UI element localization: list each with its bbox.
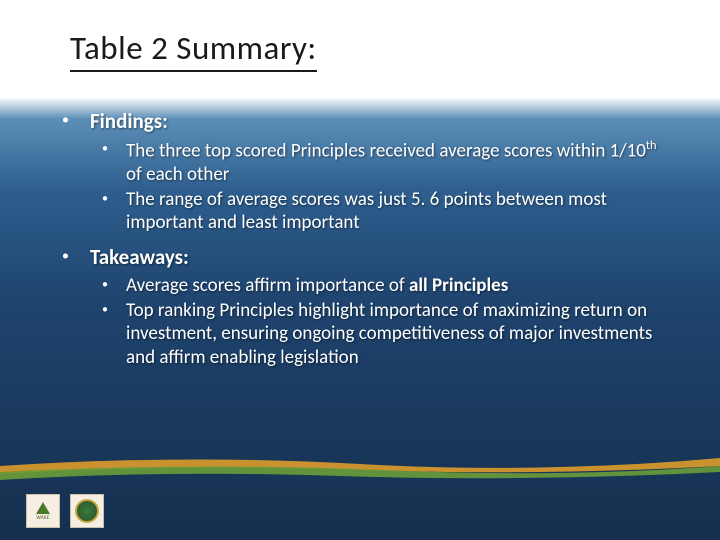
tree-icon [36,502,50,514]
findings-bullets: The three top scored Principles received… [90,138,672,234]
content-area: Findings: The three top scored Principle… [0,80,720,369]
bullet-text: The range of average scores was just 5. … [126,188,672,234]
top-bullet-list: Findings: The three top scored Principle… [48,108,672,369]
title-area: Table 2 Summary: [0,0,720,80]
footer-logos: WAKE [26,494,104,528]
takeaways-bullets: Average scores affirm importance of all … [90,274,672,369]
logo-text: WAKE [36,515,49,521]
seal-logo [70,494,104,528]
list-item: The range of average scores was just 5. … [90,188,672,234]
section-heading: Takeaways: [90,244,672,270]
wake-county-logo: WAKE [26,494,60,528]
section-heading: Findings: [90,108,672,134]
list-item: Average scores affirm importance of all … [90,274,672,297]
section-findings: Findings: The three top scored Principle… [48,108,672,234]
bullet-text: The three top scored Principles received… [126,138,672,186]
list-item: The three top scored Principles received… [90,138,672,186]
decorative-swoosh [0,452,720,482]
section-takeaways: Takeaways: Average scores affirm importa… [48,244,672,369]
seal-icon [75,499,99,523]
bullet-text: Top ranking Principles highlight importa… [126,299,672,369]
slide-title: Table 2 Summary: [70,28,317,72]
list-item: Top ranking Principles highlight importa… [90,299,672,369]
bullet-text: Average scores affirm importance of all … [126,274,672,297]
